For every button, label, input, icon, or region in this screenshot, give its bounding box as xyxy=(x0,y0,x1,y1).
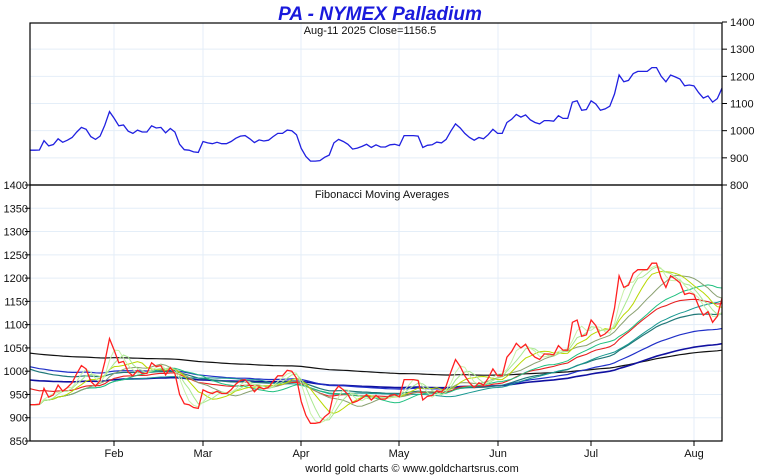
top-y-axis: 800 900 1000 1100 1200 1300 1400 xyxy=(722,17,754,192)
bottom-y-tick-label: 1200 xyxy=(4,273,28,285)
top-price-series xyxy=(30,66,723,162)
bottom-panel-frame xyxy=(29,184,723,442)
chart-title: PA - NYMEX Palladium xyxy=(278,4,482,25)
top-y-tick-label: 1200 xyxy=(730,71,754,83)
bottom-ma-series xyxy=(30,262,722,424)
bottom-grid xyxy=(30,185,722,441)
bottom-y-tick-label: 950 xyxy=(10,389,28,401)
bottom-y-tick-label: 1250 xyxy=(4,250,28,262)
top-grid xyxy=(30,23,722,185)
ma-34-line xyxy=(30,300,722,406)
bottom-y-tick-label: 900 xyxy=(10,413,28,425)
bottom-y-tick-label: 1400 xyxy=(4,180,28,192)
top-y-tick-label: 1100 xyxy=(730,99,754,111)
x-tick-label: Apr xyxy=(292,448,309,460)
footer-credit: world gold charts © www.goldchartsrus.co… xyxy=(304,463,519,475)
ma-13-line xyxy=(30,274,722,407)
bottom-y-tick-label: 1100 xyxy=(4,320,28,332)
x-axis: Feb Mar Apr May Jun Jul Aug xyxy=(105,441,704,460)
bottom-y-axis: 850 900 950 1000 1050 1100 1150 1200 1250 1300 135… xyxy=(4,180,30,448)
top-y-tick-label: 1300 xyxy=(730,44,754,56)
x-tick-label: Aug xyxy=(684,448,704,460)
close-price-line xyxy=(30,262,722,424)
x-tick-label: Feb xyxy=(105,448,124,460)
bottom-y-tick-label: 850 xyxy=(10,436,28,448)
x-tick-label: Mar xyxy=(194,448,213,460)
x-tick-label: Jun xyxy=(489,448,507,460)
bottom-y-tick-label: 1050 xyxy=(4,343,28,355)
close-line xyxy=(30,66,723,162)
ma-89-line xyxy=(30,313,722,395)
ma-377-line xyxy=(30,349,722,376)
x-tick-label: May xyxy=(389,448,410,460)
ma-144-line xyxy=(30,327,722,390)
ma-3-line xyxy=(30,264,722,424)
bottom-y-tick-label: 1000 xyxy=(4,366,28,378)
top-y-tick-label: 1000 xyxy=(730,126,754,138)
top-y-tick-label: 1400 xyxy=(730,17,754,29)
top-y-tick-label: 900 xyxy=(730,153,748,165)
x-tick-label: Jul xyxy=(584,448,598,460)
top-y-tick-label: 800 xyxy=(730,180,748,192)
bottom-y-tick-label: 1300 xyxy=(4,227,28,239)
bottom-panel-title: Fibonacci Moving Averages xyxy=(315,189,450,201)
chart-subtitle: Aug-11 2025 Close=1156.5 xyxy=(304,25,437,37)
bottom-y-tick-label: 1150 xyxy=(4,296,28,308)
bottom-y-tick-label: 1350 xyxy=(4,203,28,215)
